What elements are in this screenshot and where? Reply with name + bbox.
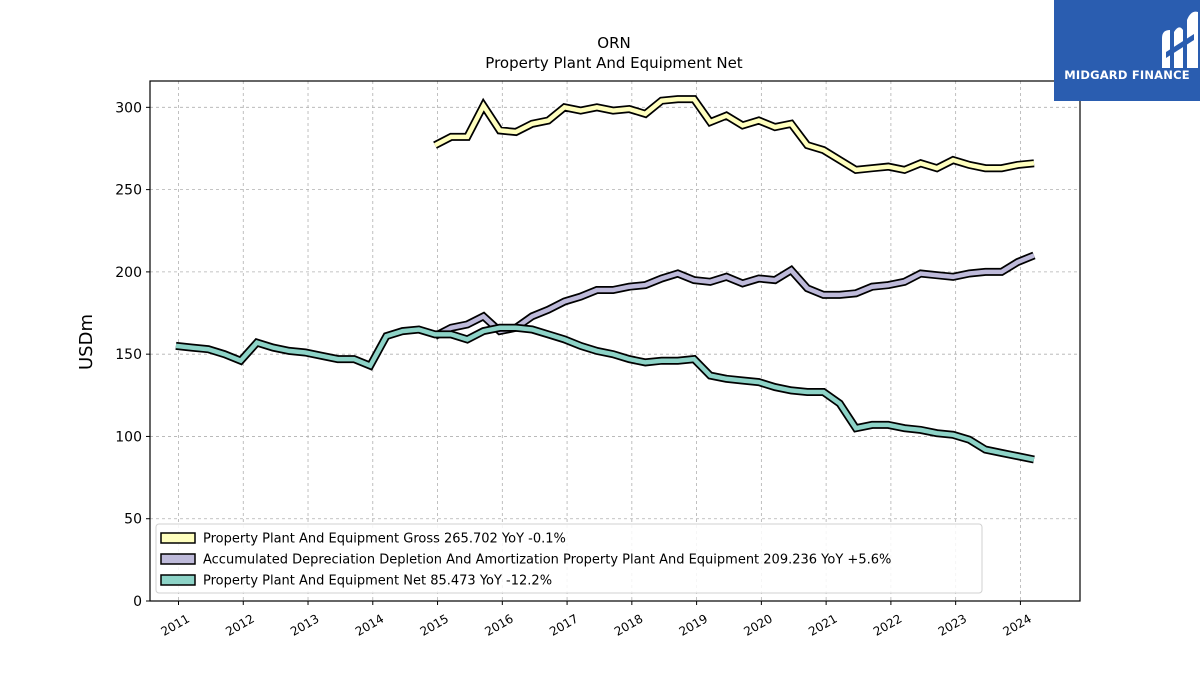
x-tick-label: 2021 bbox=[806, 611, 839, 638]
plot-frame bbox=[149, 80, 1081, 602]
legend-label: Property Plant And Equipment Gross 265.7… bbox=[203, 532, 566, 547]
x-tick-label: 2018 bbox=[612, 611, 645, 638]
midgard-finance-logo: MIDGARD FINANCE bbox=[1054, 0, 1200, 101]
legend-swatch bbox=[160, 553, 196, 565]
x-tick-label: 2014 bbox=[353, 611, 386, 638]
series-line-outline-2 bbox=[175, 323, 1035, 464]
x-tick-label: 2015 bbox=[418, 611, 451, 638]
x-tick-label: 2024 bbox=[1000, 611, 1033, 638]
legend: Property Plant And Equipment Gross 265.7… bbox=[155, 523, 983, 594]
legend-swatch bbox=[160, 532, 196, 544]
y-tick-label: 200 bbox=[115, 265, 142, 281]
legend-label: Property Plant And Equipment Net 85.473 … bbox=[203, 574, 552, 589]
series-line-outline-0 bbox=[433, 95, 1035, 175]
legend-swatch bbox=[160, 574, 196, 586]
series-line-0 bbox=[433, 96, 1035, 173]
series-line-1 bbox=[433, 253, 1035, 339]
y-tick-label: 50 bbox=[124, 512, 142, 528]
x-tick-label: 2019 bbox=[677, 611, 710, 638]
legend-box bbox=[155, 523, 983, 594]
logo-text: MIDGARD FINANCE bbox=[1064, 68, 1190, 82]
grid bbox=[150, 81, 1080, 602]
legend-label: Accumulated Depreciation Depletion And A… bbox=[203, 553, 891, 568]
y-tick-label: 250 bbox=[115, 183, 142, 199]
y-tick-label: 300 bbox=[115, 100, 142, 116]
x-tick-label: 2017 bbox=[547, 611, 580, 638]
y-tick-label: 150 bbox=[115, 347, 142, 363]
x-tick-label: 2023 bbox=[936, 611, 969, 638]
logo-mark-icon bbox=[1162, 11, 1198, 68]
x-tick-label: 2011 bbox=[159, 611, 192, 638]
x-tick-label: 2022 bbox=[871, 611, 904, 638]
x-tick-label: 2016 bbox=[482, 611, 515, 638]
x-tick-label: 2013 bbox=[288, 611, 321, 638]
chart-subtitle: Property Plant And Equipment Net bbox=[485, 54, 742, 72]
y-axis-label: USDm bbox=[76, 314, 97, 370]
y-tick-label: 100 bbox=[115, 429, 142, 445]
y-tick-label: 0 bbox=[133, 594, 142, 610]
series-lines bbox=[175, 95, 1036, 464]
x-tick-label: 2020 bbox=[741, 611, 774, 638]
x-tick-label: 2012 bbox=[223, 611, 256, 638]
series-line-2 bbox=[175, 325, 1035, 462]
chart-title: ORN bbox=[597, 34, 630, 52]
